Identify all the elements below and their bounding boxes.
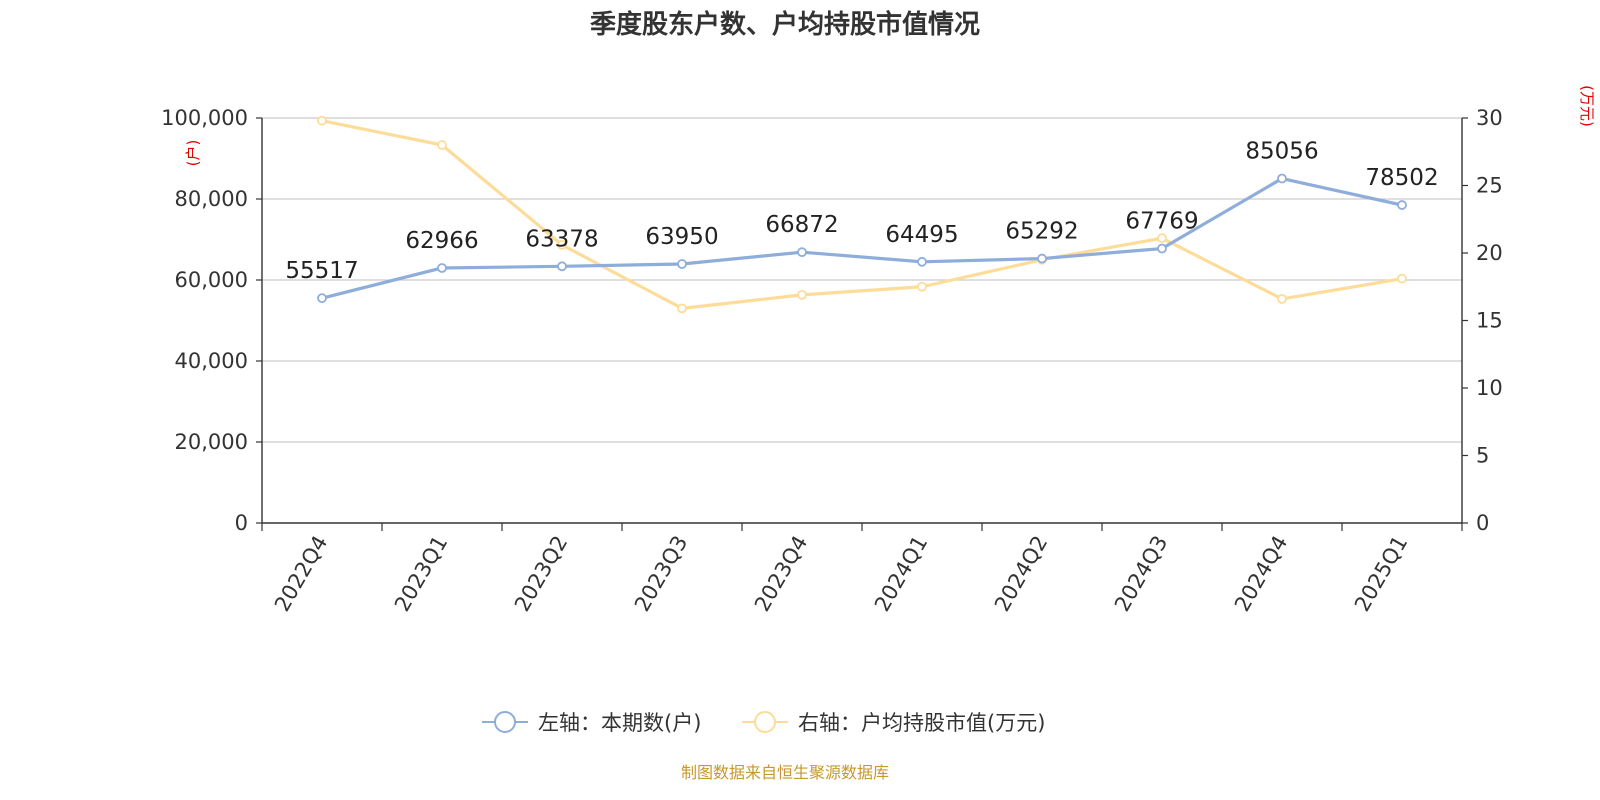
left-tick-label: 60,000: [175, 268, 248, 292]
left-tick-label: 80,000: [175, 187, 248, 211]
data-point: [437, 140, 447, 150]
x-tick-label: 2025Q1: [1350, 532, 1412, 616]
left-tick-label: 20,000: [175, 430, 248, 454]
series-lines: [317, 115, 1407, 314]
right-tick-label: 15: [1476, 309, 1503, 333]
data-point: [1157, 243, 1167, 254]
x-tick-label: 2024Q2: [990, 532, 1052, 616]
data-point: [797, 289, 807, 300]
legend: 左轴：本期数(户) 右轴：户均持股市值(万元): [482, 711, 1045, 735]
legend-label: 右轴：户均持股市值(万元): [798, 711, 1045, 735]
data-label: 85056: [1245, 139, 1318, 165]
left-tick-label: 0: [235, 511, 248, 535]
left-tick-label: 100,000: [161, 106, 248, 130]
x-tick-label: 2022Q4: [270, 532, 332, 616]
right-axis-unit: (万元): [1578, 85, 1596, 127]
legend-marker: [754, 711, 776, 733]
data-point: [917, 281, 927, 292]
left-axis-unit: (户): [184, 140, 202, 167]
data-point: [917, 256, 927, 267]
x-tick-label: 2024Q3: [1110, 532, 1172, 616]
right-tick-label: 25: [1476, 174, 1503, 198]
x-tick-label: 2023Q2: [510, 532, 572, 616]
x-tick-label: 2023Q1: [390, 532, 452, 616]
left-tick-label: 40,000: [175, 349, 248, 373]
right-tick-label: 5: [1476, 444, 1489, 468]
series-line: [321, 119, 1403, 310]
data-label: 66872: [765, 212, 838, 238]
legend-marker: [494, 711, 516, 733]
data-label: 55517: [285, 258, 358, 284]
right-tick-label: 10: [1476, 376, 1503, 400]
legend-label: 左轴：本期数(户): [538, 711, 701, 735]
data-label: 65292: [1005, 219, 1078, 245]
data-point: [1157, 233, 1167, 244]
right-tick-label: 30: [1476, 106, 1503, 130]
right-tick-label: 0: [1476, 511, 1489, 535]
right-tick-label: 20: [1476, 241, 1503, 265]
data-point: [1397, 200, 1407, 210]
x-tick-label: 2024Q4: [1230, 532, 1292, 616]
x-tick-label: 2024Q1: [870, 532, 932, 616]
data-point: [1277, 293, 1287, 304]
data-point: [317, 293, 327, 304]
x-tick-label: 2023Q3: [630, 532, 692, 616]
grid-lines: [262, 117, 1462, 443]
data-label: 78502: [1365, 165, 1438, 191]
series-line: [321, 176, 1403, 300]
data-label: 62966: [405, 228, 478, 254]
data-point: [1397, 273, 1407, 284]
data-label: 64495: [885, 222, 958, 248]
x-tick-label: 2023Q4: [750, 532, 812, 616]
data-point: [557, 261, 567, 272]
data-point: [437, 263, 447, 273]
data-point: [677, 259, 687, 269]
source-note: 制图数据来自恒生聚源数据库: [681, 763, 889, 782]
data-label: 67769: [1125, 209, 1198, 235]
chart-title: 季度股东户数、户均持股市值情况: [590, 9, 980, 40]
data-point: [317, 115, 327, 126]
data-label: 63950: [645, 224, 718, 250]
data-label: 63378: [525, 226, 598, 252]
data-point: [1277, 173, 1287, 184]
data-point: [1037, 253, 1047, 264]
data-point: [797, 247, 807, 258]
data-point: [557, 239, 567, 250]
data-labels: 55517 62966 63378 63950 66872 64495 65292 67769…: [285, 139, 1438, 285]
data-point: [677, 303, 687, 314]
